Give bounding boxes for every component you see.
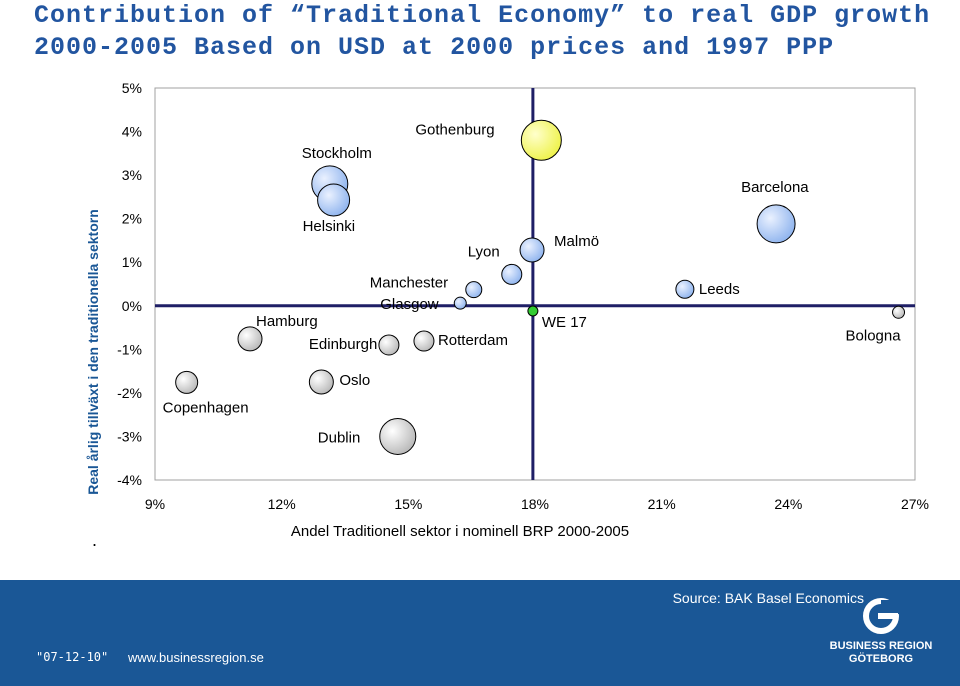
label-copenhagen: Copenhagen [163,399,249,416]
bubble-rotterdam [413,330,435,352]
y-tick-labels: 5% 4% 3% 2% 1% 0% -1% -2% -3% -4% [117,80,142,488]
bubble-bologna [892,305,906,319]
label-we-17: WE 17 [542,314,587,331]
y-tick-label: 2% [122,211,142,227]
bubble-malm- [519,237,545,263]
x-tick-label: 18% [521,496,549,512]
label-edinburgh: Edinburgh [309,336,377,353]
x-tick-labels: 9% 12% 15% 18% 21% 24% 27% [145,496,929,512]
bubble-helsinki [317,183,351,217]
bubble-manchester [465,281,483,299]
x-tick-label: 21% [648,496,676,512]
chart-title: Contribution of “Traditional Economy” to… [34,0,930,64]
x-axis-label: Andel Traditionell sektor i nominell BRP… [291,523,629,540]
label-rotterdam: Rotterdam [438,332,508,349]
y-tick-label: -1% [117,341,142,357]
bubble-series [175,119,906,455]
bubble-leeds [675,279,695,299]
bubble-barcelona [756,204,796,244]
footer-bar: Source: BAK Basel Economics "07-12-10" w… [0,580,960,686]
label-bologna: Bologna [846,327,902,344]
bubble-chart: Copenhagen Hamburg Stockholm Helsinki Oslo Ed… [85,80,929,540]
bubble-copenhagen [175,370,199,394]
y-tick-label: 4% [122,124,142,140]
stray-dot: . [92,530,98,550]
x-tick-label: 15% [394,496,422,512]
bubble-oslo [308,369,334,395]
source-note: Source: BAK Basel Economics [672,590,864,606]
logo-mark-icon [863,598,899,634]
bubble-lyon [501,263,523,285]
bubble-edinburgh [378,334,400,356]
label-stockholm: Stockholm [302,145,372,162]
y-tick-label: -2% [117,385,142,401]
label-hamburg: Hamburg [256,313,318,330]
label-glasgow: Glasgow [380,296,439,313]
chart-title-line-1: Contribution of “Traditional Economy” to… [34,1,931,30]
label-leeds: Leeds [699,281,740,298]
y-tick-label: -3% [117,428,142,444]
y-tick-label: 5% [122,80,142,96]
point-labels: Copenhagen Hamburg Stockholm Helsinki Oslo Ed… [163,121,902,446]
x-tick-label: 12% [268,496,296,512]
chart-title-line-2: 2000-2005 Based on USD at 2000 prices an… [34,33,835,62]
logo-text-line-2: GÖTEBORG [848,653,914,665]
bubble-glasgow [453,296,467,310]
label-dublin: Dublin [318,429,361,446]
y-tick-label: 1% [122,254,142,270]
label-manchester: Manchester [370,275,448,292]
label-helsinki: Helsinki [303,218,356,235]
footer-website-link[interactable]: www.businessregion.se [128,650,264,665]
y-tick-label: 0% [122,298,142,314]
x-tick-label: 9% [145,496,165,512]
x-tick-label: 27% [901,496,929,512]
bubble-gothenburg [520,119,562,161]
y-tick-label: -4% [117,472,142,488]
label-malm-: Malmö [554,233,599,250]
bubble-dublin [379,417,417,455]
label-oslo: Oslo [339,372,370,389]
logo-text: BUSINESS REGION GÖTEBORG [826,640,936,666]
business-region-logo: BUSINESS REGION GÖTEBORG [826,596,936,680]
bubble-hamburg [237,326,263,352]
footer-date: "07-12-10" [36,650,109,664]
x-tick-label: 24% [774,496,802,512]
y-axis-label: Real årlig tillväxt i den traditionella … [85,209,101,495]
logo-text-line-1: BUSINESS REGION [829,640,933,652]
y-tick-label: 3% [122,167,142,183]
label-barcelona: Barcelona [741,179,809,196]
label-gothenburg: Gothenburg [415,121,494,138]
bubble-we-17 [527,305,539,317]
label-lyon: Lyon [468,243,500,260]
